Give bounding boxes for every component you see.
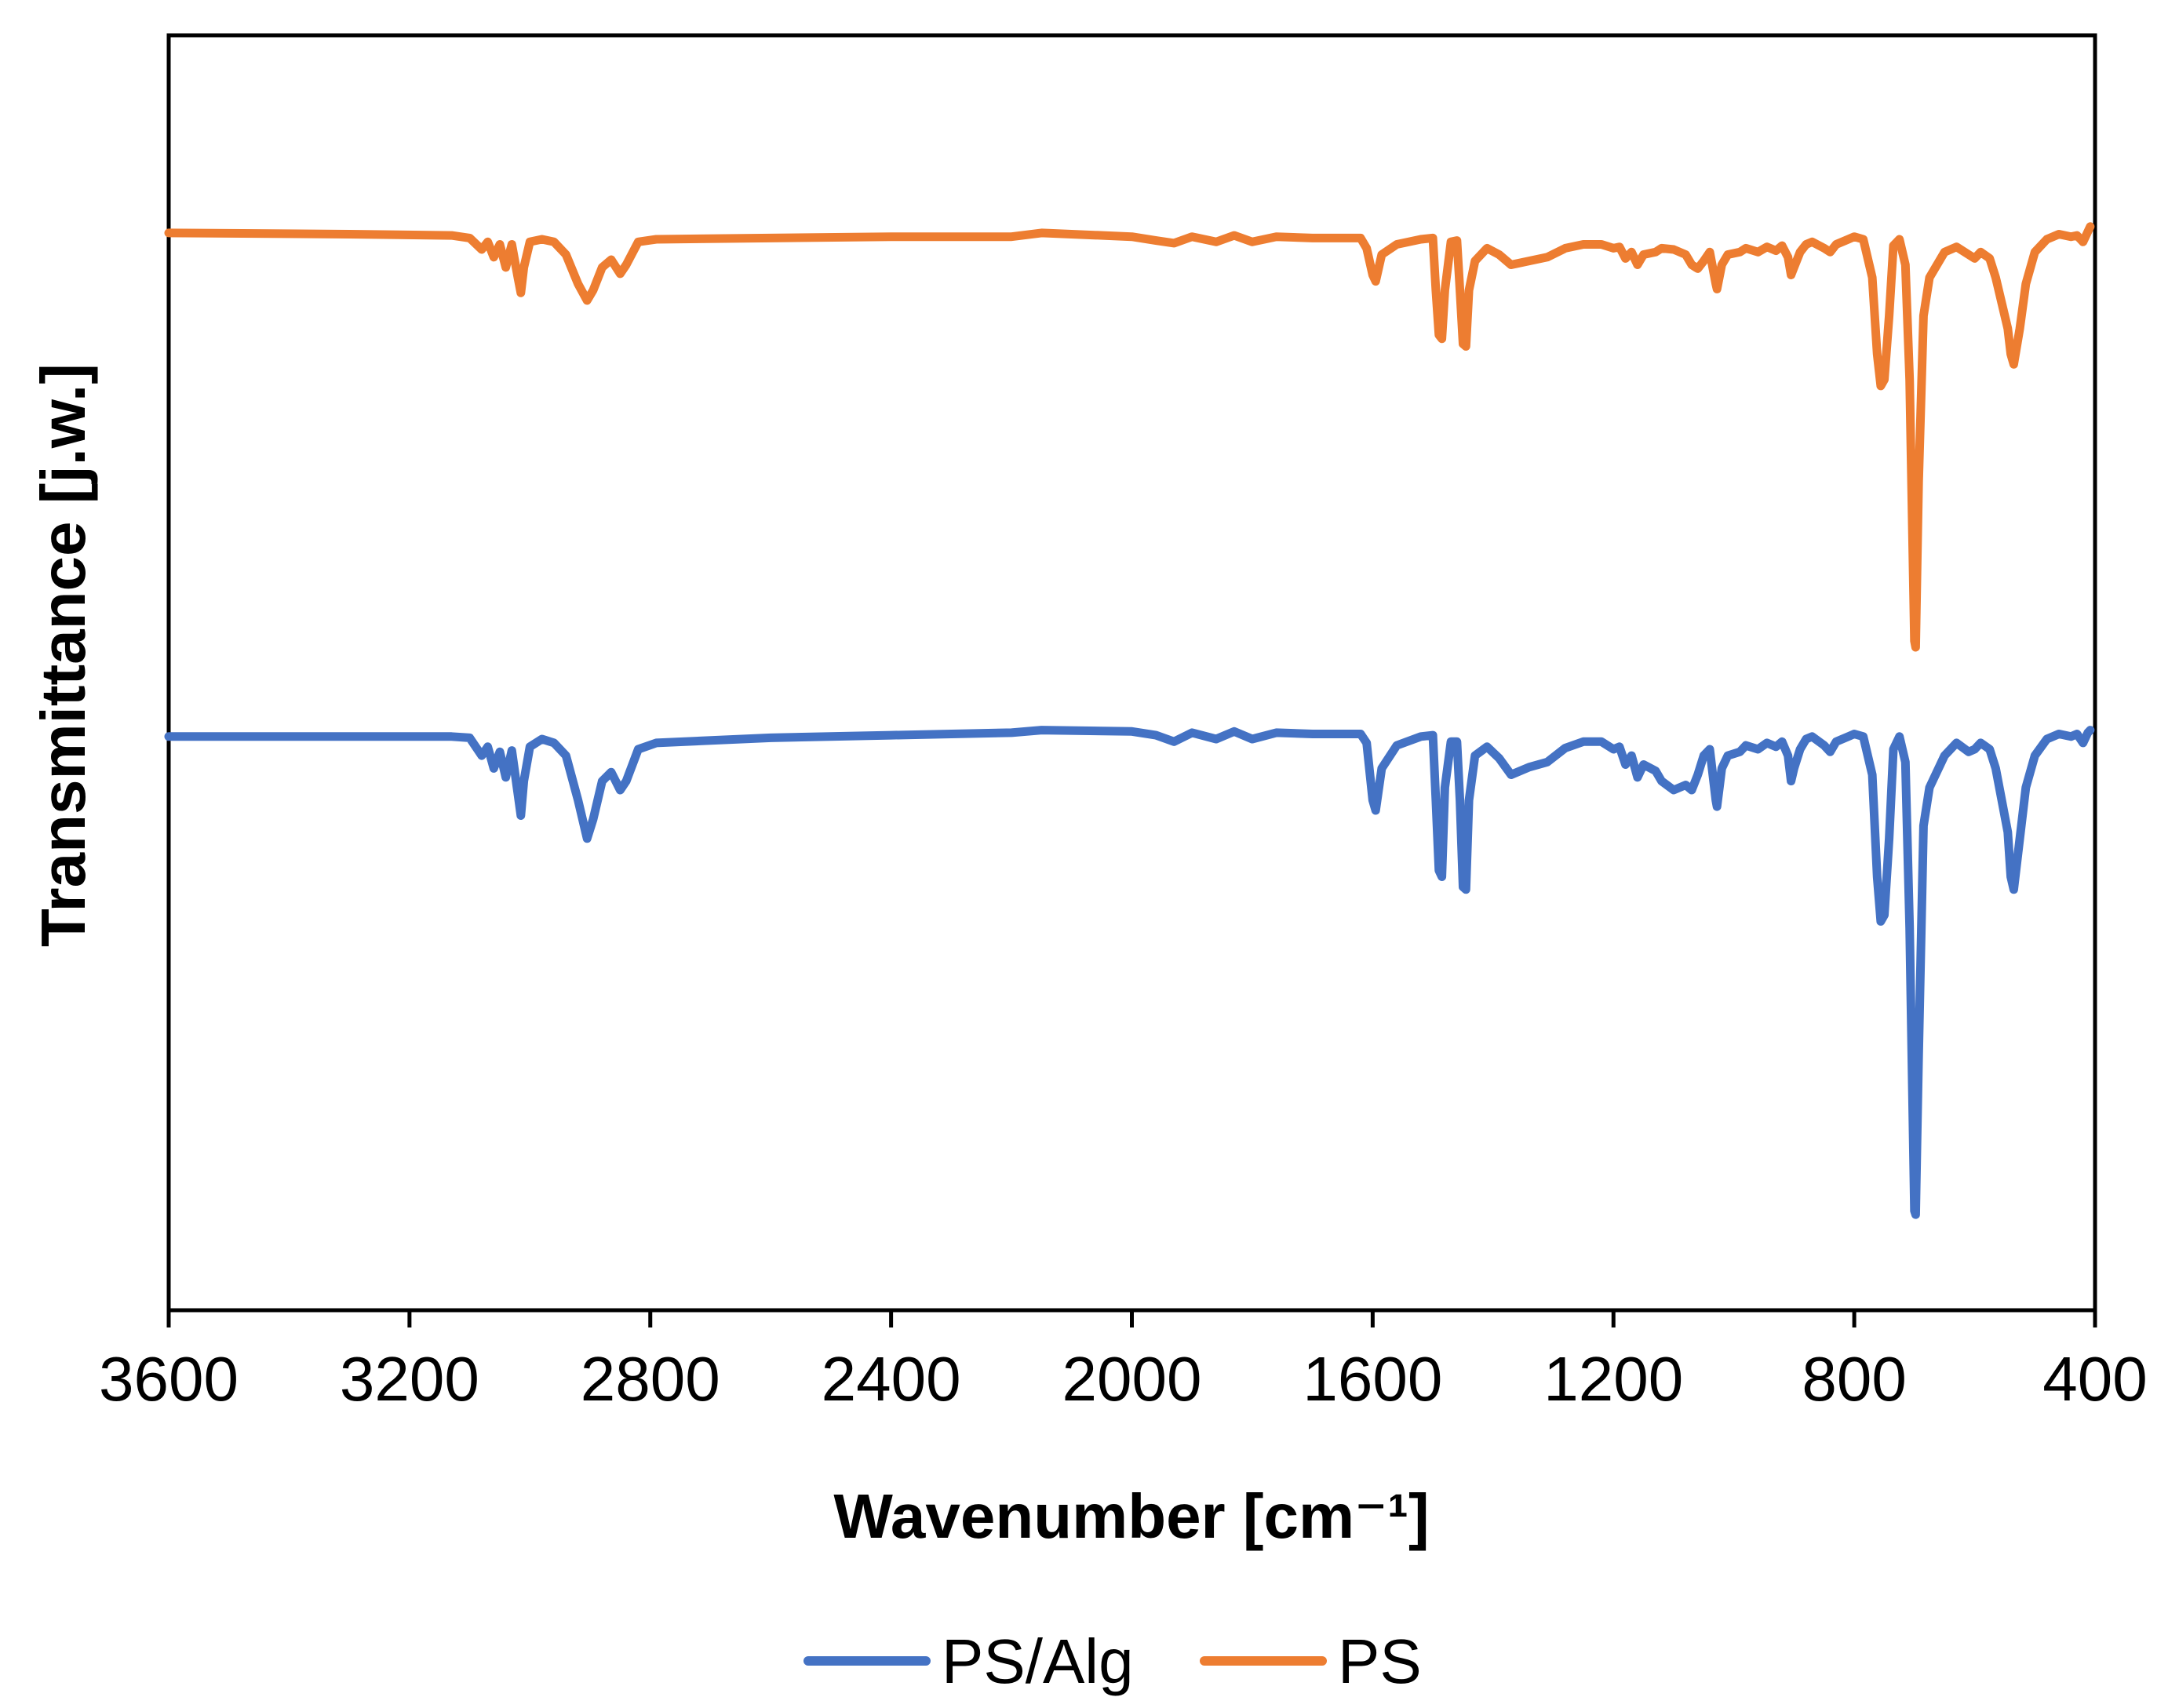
legend-label-ps: PS bbox=[1338, 1626, 1422, 1696]
legend-label-ps-alg: PS/Alg bbox=[942, 1626, 1134, 1696]
x-tick-label-1200: 1200 bbox=[1543, 1344, 1683, 1414]
x-tick-label-400: 400 bbox=[2042, 1344, 2147, 1414]
series-layer bbox=[164, 222, 2095, 1219]
x-axis-ticks bbox=[166, 1310, 2097, 1327]
x-tick-label-2000: 2000 bbox=[1062, 1344, 1202, 1414]
x-tick-label-1600: 1600 bbox=[1303, 1344, 1442, 1414]
legend: PS/Alg PS bbox=[803, 1626, 1422, 1696]
series-line-ps-alg bbox=[164, 726, 2095, 1219]
x-axis-title: Wavenumber [cm⁻¹] bbox=[833, 1481, 1429, 1551]
x-tick-label-800: 800 bbox=[1802, 1344, 1906, 1414]
series-line-ps bbox=[164, 222, 2095, 652]
x-axis-tick-labels: 3600 3200 2800 2400 2000 1600 1200 800 400 bbox=[99, 1344, 2148, 1414]
x-tick-label-3200: 3200 bbox=[340, 1344, 479, 1414]
x-tick-label-2800: 2800 bbox=[581, 1344, 720, 1414]
x-tick-label-2400: 2400 bbox=[822, 1344, 961, 1414]
y-axis-title: Transmittance [j.w.] bbox=[28, 363, 98, 947]
x-tick-label-3600: 3600 bbox=[99, 1344, 239, 1414]
